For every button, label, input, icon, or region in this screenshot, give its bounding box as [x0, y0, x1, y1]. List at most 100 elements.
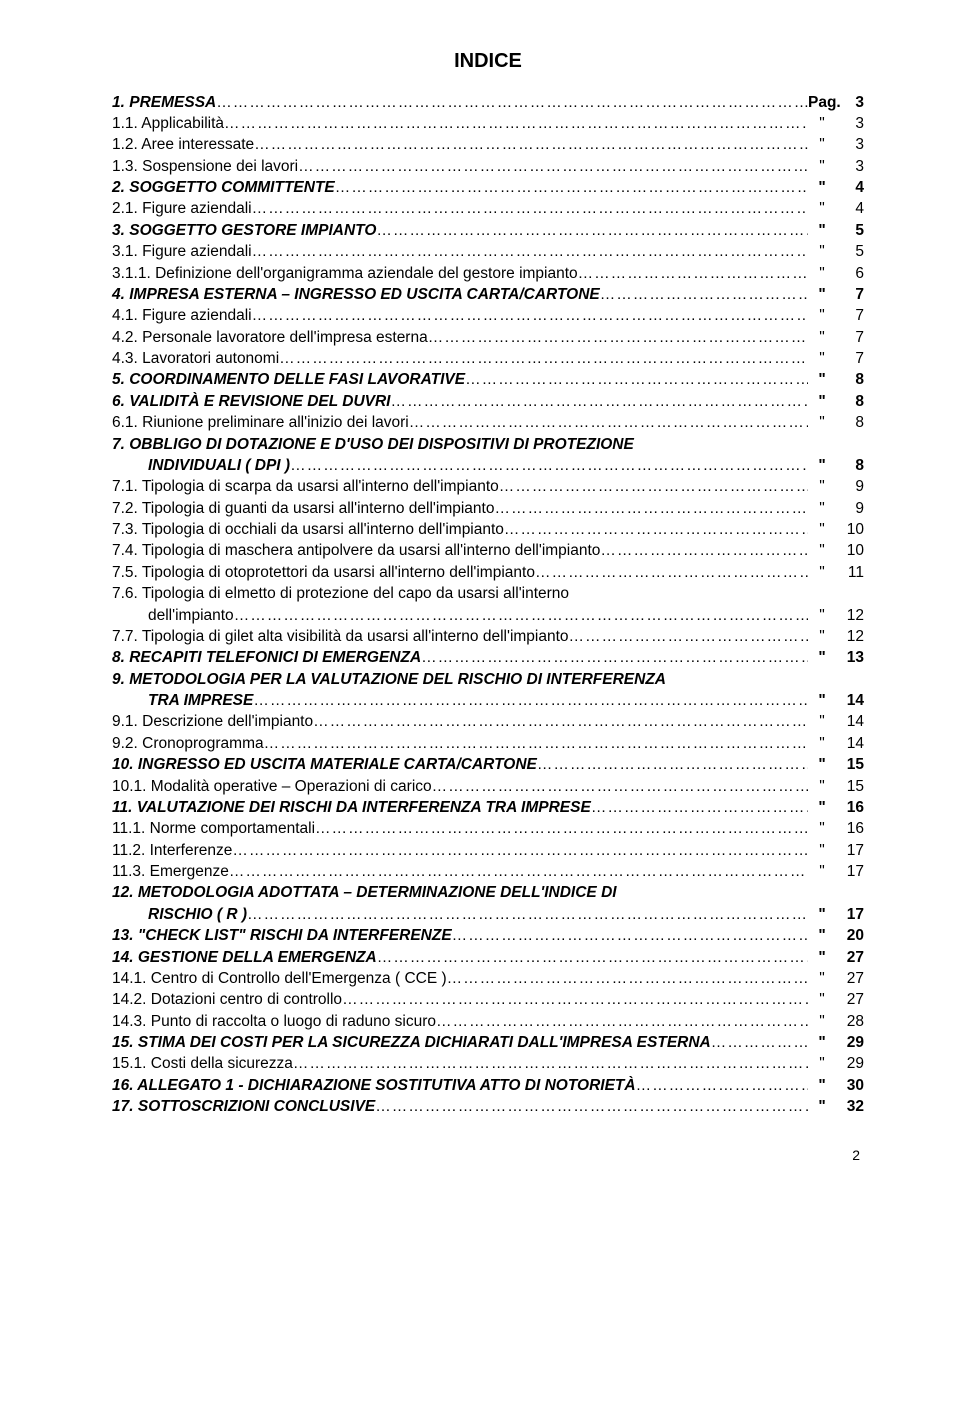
toc-label: dell'impianto: [112, 605, 234, 626]
toc-label: 1. PREMESSA: [112, 92, 216, 113]
toc-label: 9. METODOLOGIA PER LA VALUTAZIONE DEL RI…: [112, 669, 666, 690]
toc-dots: ……………………………………………………………………………………………………………: [264, 733, 808, 754]
toc-quote: ": [808, 327, 836, 348]
toc-page: 7: [836, 348, 864, 369]
toc-label: 6.1. Riunione preliminare all'inizio dei…: [112, 412, 409, 433]
toc-quote: ": [808, 1096, 836, 1117]
toc-dots: ……………………………………………………………………………………………………………: [421, 647, 808, 668]
toc-row: 4.3. Lavoratori autonomi……………………………………………: [112, 348, 864, 369]
toc-page: 10: [836, 540, 864, 561]
toc-dots: ……………………………………………………………………………………………………………: [591, 797, 808, 818]
toc-quote: ": [808, 776, 836, 797]
toc-row: 7.2. Tipologia di guanti da usarsi all'i…: [112, 498, 864, 519]
toc-dots: ……………………………………………………………………………………………………………: [252, 305, 808, 326]
toc-quote: ": [808, 754, 836, 775]
toc-row: 16. ALLEGATO 1 - DICHIARAZIONE SOSTITUTI…: [112, 1075, 864, 1096]
toc-row: 9.1. Descrizione dell'impianto……………………………: [112, 711, 864, 732]
toc-row: INDIVIDUALI ( DPI )…………………………………………………………: [112, 455, 864, 476]
toc-page: 28: [836, 1011, 864, 1032]
toc-page: 29: [836, 1032, 864, 1053]
toc-dots: ……………………………………………………………………………………………………………: [465, 369, 808, 390]
toc-label: 7.1. Tipologia di scarpa da usarsi all'i…: [112, 476, 499, 497]
toc-dots: ……………………………………………………………………………………………………………: [600, 284, 808, 305]
toc-quote: ": [808, 690, 836, 711]
toc-dots: ……………………………………………………………………………………………………………: [290, 455, 808, 476]
toc-page: 9: [836, 476, 864, 497]
toc-dots: ……………………………………………………………………………………………………………: [376, 220, 808, 241]
toc-row: 1.1. Applicabilità……………………………………………………………: [112, 113, 864, 134]
toc-row: 7.6. Tipologia di elmetto di protezione …: [112, 583, 864, 604]
toc-dots: ……………………………………………………………………………………………………………: [253, 690, 808, 711]
toc-label: 6. VALIDITÀ E REVISIONE DEL DUVRI: [112, 391, 390, 412]
toc-row: 9.2. Cronoprogramma…………………………………………………………: [112, 733, 864, 754]
toc-label: 11.1. Norme comportamentali: [112, 818, 315, 839]
toc-quote: ": [808, 605, 836, 626]
toc-page: 16: [836, 797, 864, 818]
toc-label: 3.1. Figure aziendali: [112, 241, 252, 262]
toc-row: 3. SOGGETTO GESTORE IMPIANTO…………………………………: [112, 220, 864, 241]
toc-row: 4.1. Figure aziendali……………………………………………………: [112, 305, 864, 326]
toc-label: 7.2. Tipologia di guanti da usarsi all'i…: [112, 498, 494, 519]
toc-page: 14: [836, 733, 864, 754]
toc-label: 1.2. Aree interessate: [112, 134, 254, 155]
toc-quote: ": [808, 476, 836, 497]
toc-dots: ……………………………………………………………………………………………………………: [252, 241, 808, 262]
toc-row: 13. "CHECK LIST" RISCHI DA INTERFERENZE……: [112, 925, 864, 946]
toc-row: 15. STIMA DEI COSTI PER LA SICUREZZA DIC…: [112, 1032, 864, 1053]
toc-row: 6. VALIDITÀ E REVISIONE DEL DUVRI……………………: [112, 391, 864, 412]
toc-label: 4.1. Figure aziendali: [112, 305, 252, 326]
toc-row: 2. SOGGETTO COMMITTENTE………………………………………………: [112, 177, 864, 198]
toc-page: 27: [836, 968, 864, 989]
toc-row: 8. RECAPITI TELEFONICI DI EMERGENZA………………: [112, 647, 864, 668]
toc-label: 7.4. Tipologia di maschera antipolvere d…: [112, 540, 600, 561]
toc-row: 7. OBBLIGO DI DOTAZIONE E D'USO DEI DISP…: [112, 434, 864, 455]
toc-label: 7.5. Tipologia di otoprotettori da usars…: [112, 562, 535, 583]
toc-dots: ……………………………………………………………………………………………………………: [335, 177, 808, 198]
toc-label: 10.1. Modalità operative – Operazioni di…: [112, 776, 432, 797]
toc-dots: ……………………………………………………………………………………………………………: [234, 605, 808, 626]
toc-label: 12. METODOLOGIA ADOTTATA – DETERMINAZION…: [112, 882, 617, 903]
toc-quote: ": [808, 925, 836, 946]
toc-quote: ": [808, 113, 836, 134]
toc-page: 17: [836, 904, 864, 925]
toc-page: 7: [836, 284, 864, 305]
toc-dots: ……………………………………………………………………………………………………………: [293, 1053, 808, 1074]
toc-row: 14.2. Dotazioni centro di controllo………………: [112, 989, 864, 1010]
toc-quote: ": [808, 412, 836, 433]
toc-page: 8: [836, 369, 864, 390]
toc-page: 12: [836, 626, 864, 647]
toc-dots: ……………………………………………………………………………………………………………: [499, 476, 808, 497]
toc-quote: ": [808, 540, 836, 561]
toc-quote: ": [808, 455, 836, 476]
toc-quote: ": [808, 498, 836, 519]
toc-row: 11.3. Emergenze……………………………………………………………………: [112, 861, 864, 882]
toc-quote: ": [808, 989, 836, 1010]
toc-row: 7.1. Tipologia di scarpa da usarsi all'i…: [112, 476, 864, 497]
toc-row: 9. METODOLOGIA PER LA VALUTAZIONE DEL RI…: [112, 669, 864, 690]
toc-quote: ": [808, 177, 836, 198]
toc-row: dell'impianto…………………………………………………………………………: [112, 605, 864, 626]
toc-quote: ": [808, 284, 836, 305]
toc-row: 3.1. Figure aziendali……………………………………………………: [112, 241, 864, 262]
toc-label: 2. SOGGETTO COMMITTENTE: [112, 177, 335, 198]
toc-label: TRA IMPRESE: [112, 690, 253, 711]
toc-page: 15: [836, 776, 864, 797]
toc-quote: ": [808, 647, 836, 668]
toc-page: 8: [836, 412, 864, 433]
toc-label: 17. SOTTOSCRIZIONI CONCLUSIVE: [112, 1096, 375, 1117]
toc-page: 17: [836, 840, 864, 861]
toc-row: TRA IMPRESE………………………………………………………………………………: [112, 690, 864, 711]
toc-dots: ……………………………………………………………………………………………………………: [537, 754, 808, 775]
toc-page: 10: [836, 519, 864, 540]
toc-page: 3: [836, 92, 864, 113]
toc-page: 8: [836, 455, 864, 476]
toc-label: 11.2. Interferenze: [112, 840, 232, 861]
toc-row: 6.1. Riunione preliminare all'inizio dei…: [112, 412, 864, 433]
toc-row: 1. PREMESSA………………………………………………………………………………: [112, 92, 864, 113]
toc-dots: ……………………………………………………………………………………………………………: [600, 540, 808, 561]
toc-dots: ……………………………………………………………………………………………………………: [313, 711, 808, 732]
toc-label: 7.3. Tipologia di occhiali da usarsi all…: [112, 519, 504, 540]
toc-quote: ": [808, 220, 836, 241]
toc-dots: ……………………………………………………………………………………………………………: [569, 626, 808, 647]
toc-row: 14. GESTIONE DELLA EMERGENZA…………………………………: [112, 947, 864, 968]
